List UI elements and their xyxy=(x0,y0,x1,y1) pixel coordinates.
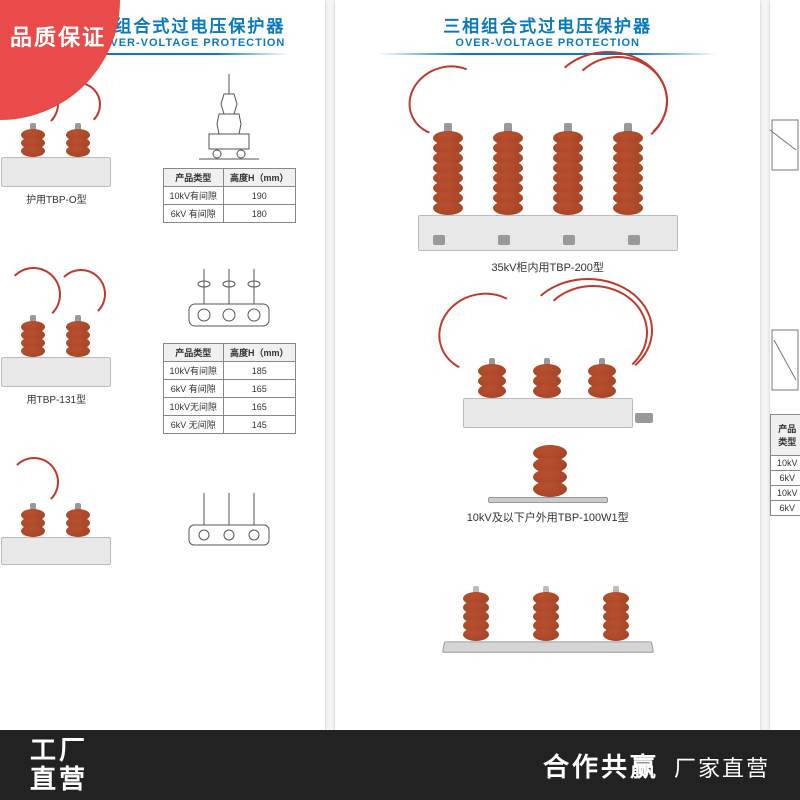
edge-diagrams xyxy=(770,0,800,730)
header-cn-right: 三相组合式过电压保护器 xyxy=(335,12,760,37)
left-diagram-3 xyxy=(143,475,316,555)
catalog-spread: 三相组合式过电压保护器 OVER-VOLTAGE PROTECTION xyxy=(0,0,800,730)
header-en-right: OVER-VOLTAGE PROTECTION xyxy=(335,37,760,49)
spec-table-1: 产品类型高度H（mm） 10kV有间隙1906kV 有间隙180 xyxy=(163,168,296,223)
diagram-2-svg xyxy=(169,249,289,339)
product-tbp100w1 xyxy=(438,303,658,503)
spec-table-2: 产品类型高度H（mm） 10kV有间隙1856kV 有间隙16510kV无间隙1… xyxy=(163,343,296,434)
edge-spec-table: 产品类型高度H 10kV6kV10kV6kV xyxy=(770,414,800,516)
left-product-2-caption: 用TBP-131型 xyxy=(27,391,86,406)
banner-right-wrap: 合作共赢 厂家直营 xyxy=(543,747,770,784)
banner-right-main: 合作共赢 xyxy=(543,747,659,784)
banner-right-sub: 厂家直营 xyxy=(674,751,770,783)
page-edge-right: 产品类型高度H 10kV6kV10kV6kV xyxy=(770,0,800,730)
right-section-2: 10kV及以下户外用TBP-100W1型 xyxy=(335,283,760,533)
page-right: 三相组合式过电压保护器 OVER-VOLTAGE PROTECTION 35kV… xyxy=(335,0,760,730)
right-section-3 xyxy=(335,533,760,661)
product-bar-mount xyxy=(443,543,653,653)
diagram-1-svg xyxy=(179,69,279,164)
left-product-3 xyxy=(0,465,143,565)
left-product-1-caption: 护用TBP-O型 xyxy=(26,191,87,206)
left-section-3 xyxy=(0,457,325,573)
left-section-2: 用TBP-131型 产品类型高度H（mm） 10kV有间隙 xyxy=(0,241,325,442)
left-diagram-1: 产品类型高度H（mm） 10kV有间隙1906kV 有间隙180 xyxy=(143,69,316,223)
product-tbp100w1-caption: 10kV及以下户外用TBP-100W1型 xyxy=(467,509,629,525)
left-product-2: 用TBP-131型 xyxy=(0,277,143,406)
left-diagram-2: 产品类型高度H（mm） 10kV有间隙1856kV 有间隙16510kV无间隙1… xyxy=(143,249,316,434)
product-tbp200-caption: 35kV柜内用TBP-200型 xyxy=(491,259,603,275)
product-tbp200 xyxy=(418,81,678,251)
mount-insulator xyxy=(533,449,567,497)
right-section-1: 35kV柜内用TBP-200型 xyxy=(335,61,760,283)
header-line-right xyxy=(335,53,760,55)
page-right-header: 三相组合式过电压保护器 OVER-VOLTAGE PROTECTION xyxy=(335,0,760,61)
bottom-banner: 工厂 直营 合作共赢 厂家直营 xyxy=(0,730,800,800)
diagram-3-svg xyxy=(174,475,284,555)
banner-left-text: 工厂 直营 xyxy=(30,736,88,793)
quality-badge-text: 品质保证 xyxy=(10,25,106,51)
